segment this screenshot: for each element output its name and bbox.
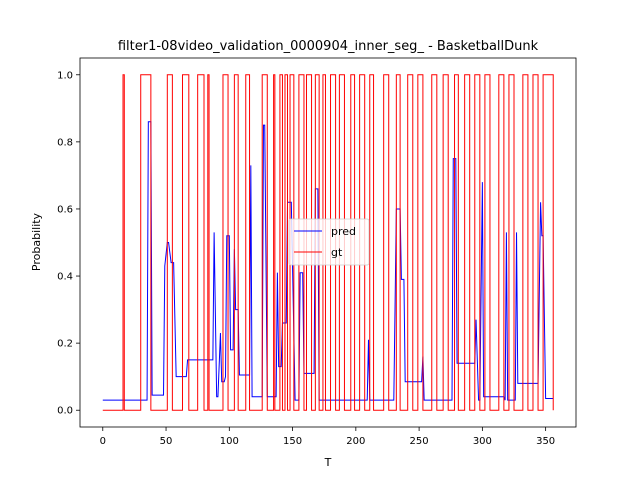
x-tick-label: 50 bbox=[160, 436, 173, 447]
legend-label-pred: pred bbox=[331, 225, 356, 238]
y-tick-label: 0.0 bbox=[57, 406, 73, 417]
x-tick-label: 250 bbox=[410, 436, 429, 447]
y-tick-label: 0.4 bbox=[57, 272, 73, 283]
plot-area bbox=[102, 74, 554, 411]
y-axis-ticks: 0.0 0.2 0.4 0.6 0.8 1.0 bbox=[57, 70, 80, 417]
y-tick-label: 0.2 bbox=[57, 339, 73, 350]
chart-title: filter1-08video_validation_0000904_inner… bbox=[118, 39, 539, 54]
x-axis-ticks: 0 50 100 150 200 250 300 350 bbox=[100, 427, 555, 447]
legend-box bbox=[288, 218, 370, 266]
series-line-gt bbox=[102, 74, 554, 411]
x-tick-label: 150 bbox=[283, 436, 302, 447]
plot-frame bbox=[79, 57, 577, 428]
x-tick-label: 0 bbox=[100, 436, 106, 447]
y-tick-label: 1.0 bbox=[57, 70, 73, 81]
x-tick-label: 300 bbox=[473, 436, 492, 447]
x-tick-label: 100 bbox=[220, 436, 239, 447]
x-tick-label: 350 bbox=[536, 436, 555, 447]
y-axis-label: Probability bbox=[30, 212, 43, 271]
x-tick-label: 200 bbox=[346, 436, 365, 447]
y-tick-label: 0.6 bbox=[57, 204, 73, 215]
series-layer bbox=[102, 74, 554, 411]
legend-label-gt: gt bbox=[331, 246, 343, 259]
series-line-pred bbox=[102, 121, 554, 401]
y-tick-label: 0.8 bbox=[57, 137, 73, 148]
legend: pred gt bbox=[288, 218, 370, 266]
x-axis-label: T bbox=[324, 456, 332, 469]
